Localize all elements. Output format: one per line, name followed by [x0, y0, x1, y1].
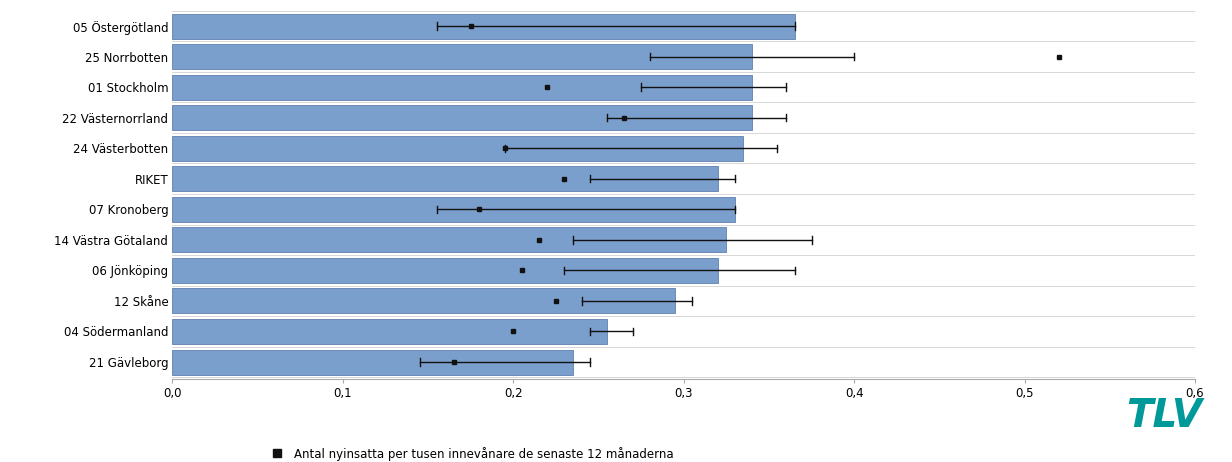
Legend: Antal nyinsatta per tusen innevånare de senaste 12 månaderna: Antal nyinsatta per tusen innevånare de …	[260, 442, 679, 462]
Bar	[172, 258, 718, 283]
Bar	[172, 105, 752, 130]
Text: TLV: TLV	[1126, 397, 1202, 435]
Bar	[172, 319, 607, 344]
Bar	[172, 13, 795, 38]
Bar	[172, 136, 743, 161]
Bar	[172, 74, 752, 100]
Bar	[172, 197, 734, 222]
Bar	[172, 44, 752, 69]
Bar	[172, 227, 727, 252]
Bar	[172, 166, 718, 191]
Bar	[172, 288, 675, 314]
Bar	[172, 350, 573, 375]
